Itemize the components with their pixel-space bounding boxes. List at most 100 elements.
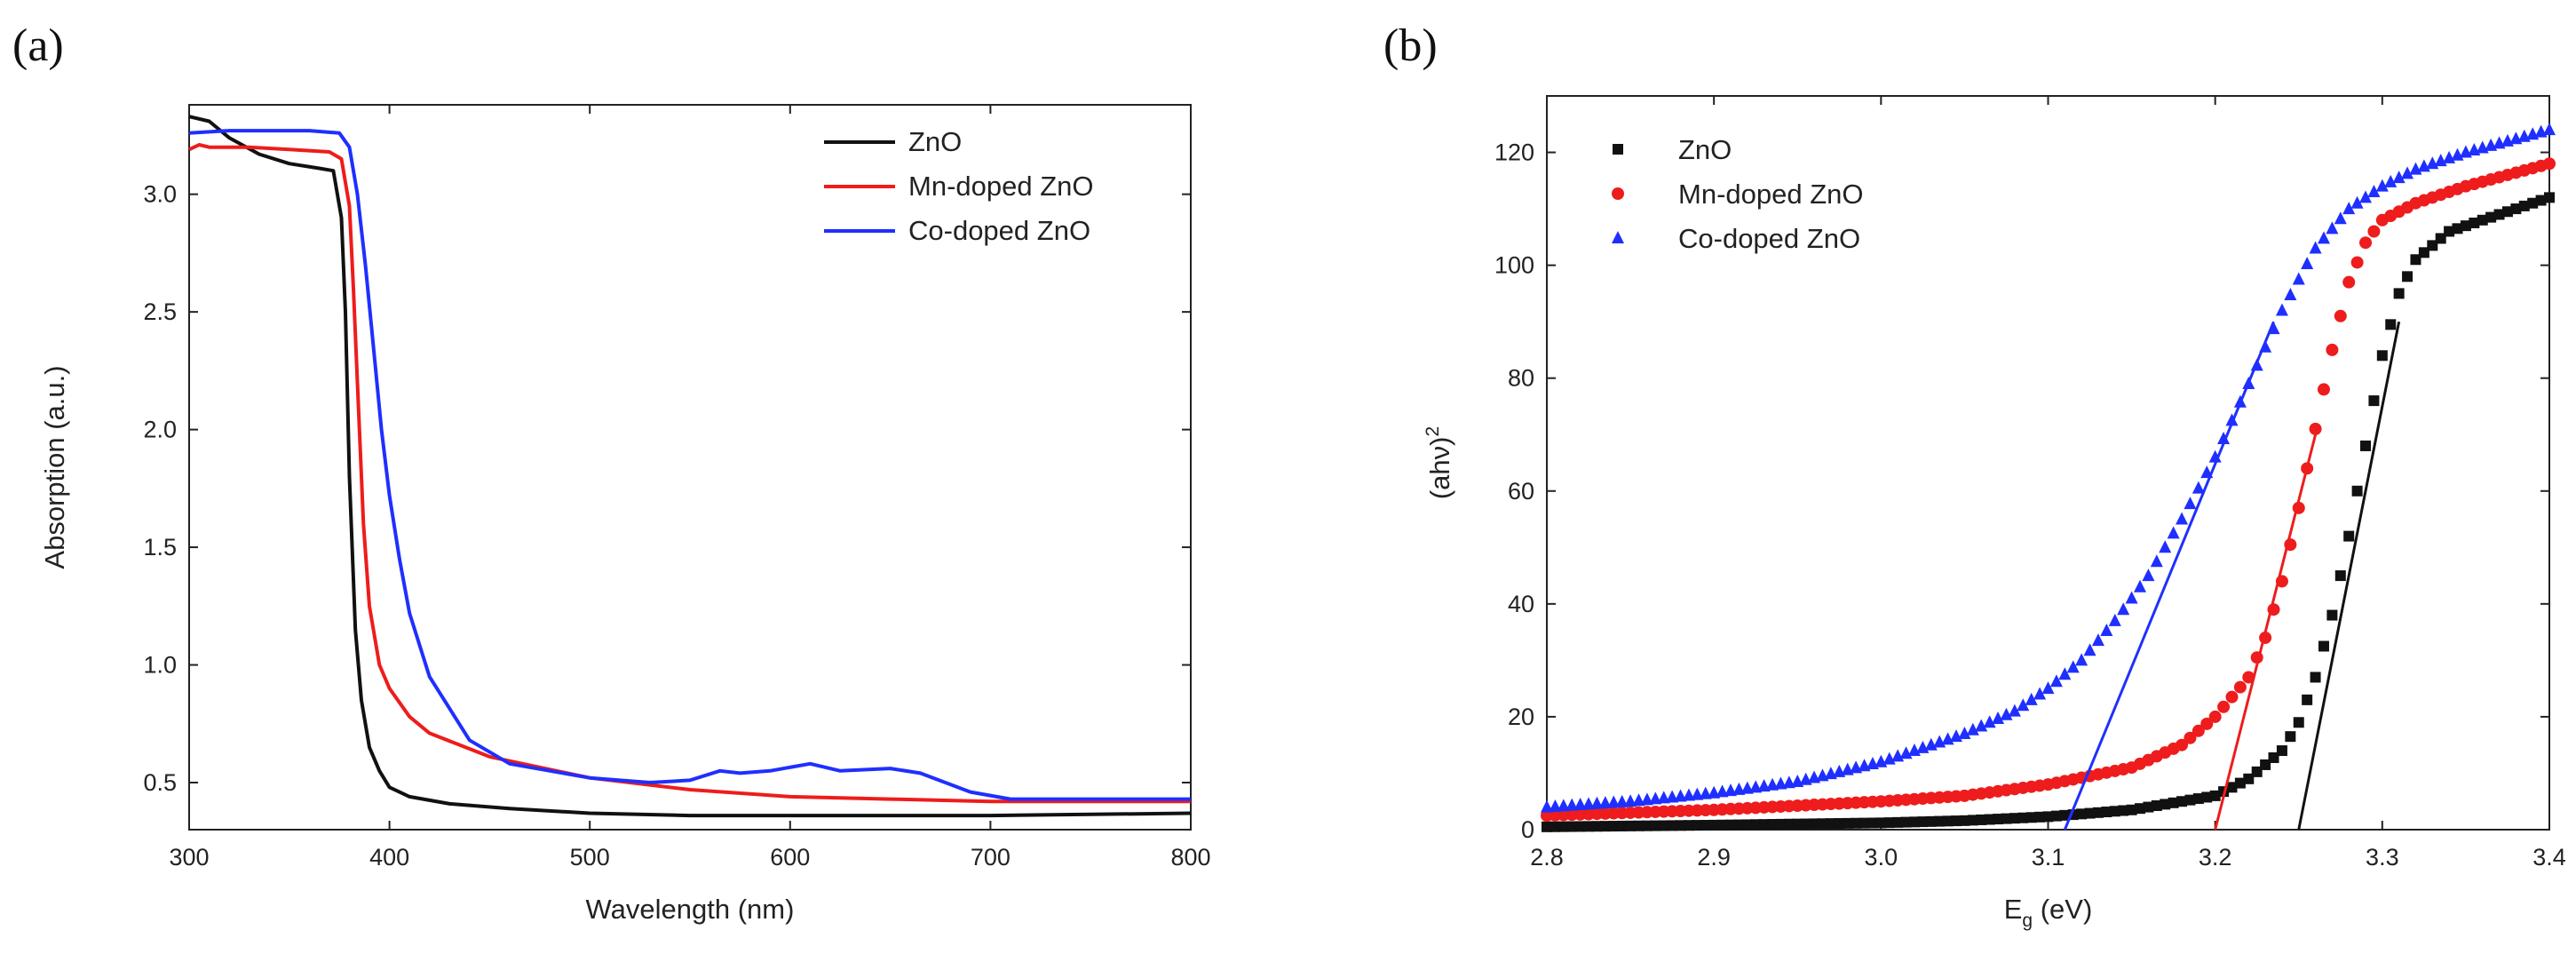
chart-b-point-triangle (2275, 303, 2288, 316)
chart-b-point-square (2469, 217, 2480, 228)
chart-b-point-square (2310, 672, 2321, 683)
chart-b-point-circle (2217, 700, 2231, 713)
chart-b-point-square (2042, 811, 2054, 823)
chart-b-point-triangle (2083, 643, 2096, 656)
chart-b-point-square (1683, 820, 1694, 831)
chart-b-point-triangle (1582, 797, 1596, 810)
chart-b-point-square (2025, 812, 2037, 823)
chart-b-point-triangle (2317, 231, 2330, 244)
chart-b-point-triangle (2017, 698, 2030, 712)
chart-b-point-triangle (2392, 171, 2406, 184)
chart-b-point-square (2009, 813, 2020, 824)
chart-b-point-triangle (1612, 231, 1624, 243)
chart-b-point-triangle (2401, 166, 2414, 179)
chart-b-point-triangle (2176, 512, 2189, 525)
chart-b-point-square (1716, 819, 1728, 831)
chart-b-point-circle (2200, 717, 2214, 730)
chart-b-point-square (1733, 819, 1745, 831)
chart-b-y-tick-label: 100 (1494, 252, 1534, 279)
chart-b-point-circle (2334, 309, 2347, 322)
chart-b-point-circle (2309, 422, 2322, 435)
chart-b-point-square (2376, 350, 2388, 362)
chart-a-y-tick-label: 3.0 (143, 181, 177, 208)
chart-b-point-square (2452, 223, 2463, 235)
chart-b-point-square (1741, 819, 1753, 831)
chart-b-fit-line-2 (2063, 321, 2275, 831)
chart-b-point-square (1783, 818, 1795, 830)
chart-b-point-square (1641, 820, 1653, 831)
chart-b-point-triangle (1640, 792, 1653, 806)
chart-b-point-square (2318, 640, 2329, 652)
chart-b-point-square (1825, 818, 1836, 830)
chart-a-y-axis-title: Absorption (a.u.) (39, 365, 70, 568)
chart-b-point-square (1934, 815, 1946, 827)
chart-b-point-circle (2350, 256, 2364, 269)
chart-b-point-triangle (1590, 796, 1604, 809)
chart-b-point-square (2334, 570, 2346, 582)
chart-b-point-triangle (2125, 591, 2138, 604)
chart-b-point-square (2518, 200, 2530, 211)
chart-b-point-square (2402, 271, 2414, 282)
chart-b-point-triangle (1649, 791, 1662, 805)
chart-b-point-triangle (2342, 202, 2356, 215)
chart-a-legend-label: Co-doped ZnO (908, 215, 1090, 246)
chart-b-x-tick-label: 3.4 (2532, 844, 2566, 871)
chart-b-point-square (1625, 820, 1637, 831)
chart-a-x-axis-title: Wavelength (nm) (586, 894, 795, 925)
chart-b-point-triangle (1666, 790, 1679, 803)
chart-b-point-square (1892, 816, 1904, 828)
chart-b-point-square (2076, 808, 2088, 820)
chart-a-legend-label: ZnO (908, 126, 962, 157)
chart-b-point-square (2118, 805, 2129, 816)
chart-b-point-square (1633, 820, 1645, 831)
chart-b-point-square (1758, 819, 1770, 831)
chart-b-point-triangle (1975, 719, 1988, 732)
chart-a-absorption: 300 400 500 600 700 800 0.5 1.0 1.5 2.0 2.5 3.0 Wave… (39, 104, 1211, 925)
chart-b-point-square (2059, 809, 2071, 821)
chart-b-point-triangle (2309, 241, 2322, 254)
chart-b-point-square (1599, 821, 1611, 832)
chart-b-point-square (2034, 811, 2046, 823)
chart-b-point-triangle (2225, 413, 2239, 426)
chart-b-point-square (2101, 807, 2112, 818)
chart-a-y-tick-label: 1.0 (143, 652, 177, 679)
chart-b-point-square (2151, 799, 2162, 811)
chart-b-point-square (2192, 793, 2204, 805)
chart-b-point-triangle (2025, 692, 2038, 705)
chart-b-point-square (2460, 220, 2471, 232)
chart-b-point-square (2427, 240, 2438, 251)
chart-b-point-triangle (1983, 715, 1996, 728)
chart-b-point-square (1976, 814, 1987, 825)
chart-a-plot-frame (188, 104, 1192, 831)
chart-a-x-tick-label: 700 (971, 844, 1011, 871)
chart-b-point-triangle (2000, 707, 2013, 720)
chart-b-point-square (2368, 395, 2380, 407)
chart-a-y-tick-label: 2.0 (143, 417, 177, 443)
chart-b-point-triangle (2217, 431, 2231, 444)
panel-b-letter: (b) (1383, 20, 1438, 71)
chart-b-point-circle (2208, 710, 2222, 723)
chart-a-legend-label: Mn-doped ZnO (908, 171, 1094, 202)
chart-b-point-square (2326, 609, 2338, 621)
chart-b-point-triangle (2292, 272, 2305, 285)
chart-b-point-square (2234, 777, 2246, 789)
chart-b-point-circle (2225, 690, 2239, 704)
chart-b-point-triangle (1549, 799, 1562, 812)
chart-b-point-square (2201, 791, 2213, 803)
chart-b-point-square (2485, 211, 2497, 223)
chart-b-y-axis-title-superscript: 2 (1423, 426, 1443, 437)
chart-b-point-square (1775, 818, 1787, 830)
chart-b-point-triangle (1557, 799, 1570, 812)
chart-b-x-tick-label: 2.8 (1530, 844, 1564, 871)
chart-b-point-square (1993, 814, 2004, 825)
chart-b-point-triangle (1774, 776, 1787, 790)
chart-b-point-square (2527, 197, 2539, 209)
chart-b-y-tick-label: 120 (1494, 139, 1534, 166)
chart-b-y-axis-title-main: (ahν) (1424, 437, 1455, 500)
chart-b-point-square (2209, 790, 2221, 801)
chart-b-point-square (1692, 820, 1703, 831)
chart-b-point-square (2176, 796, 2188, 807)
chart-b-point-square (2435, 233, 2446, 244)
chart-b-point-square (1583, 821, 1595, 832)
